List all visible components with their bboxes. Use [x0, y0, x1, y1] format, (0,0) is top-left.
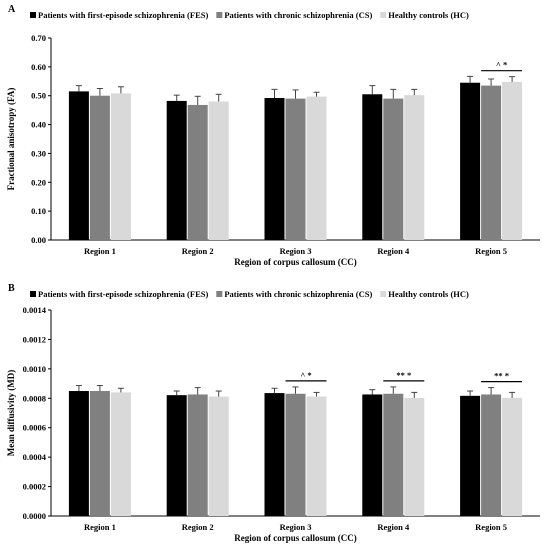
bar — [166, 100, 187, 240]
bar — [264, 393, 285, 516]
chart-panel-B: B Patients with first-episode schizophren… — [6, 283, 540, 543]
significance-marker: ^ * — [300, 370, 311, 380]
y-tick-label: 0.30 — [31, 148, 46, 158]
legend-item: Patients with first-episode schizophreni… — [30, 10, 208, 20]
x-tick-label: Region 2 — [182, 522, 214, 532]
y-tick-label: 0.0014 — [23, 305, 47, 315]
x-axis-label: Region of corpus callosum (CC) — [234, 533, 357, 543]
x-tick-label: Region 2 — [182, 246, 214, 256]
bar — [383, 98, 404, 240]
bar — [187, 394, 208, 516]
y-tick-label: 0.00 — [31, 235, 46, 245]
bar — [208, 101, 229, 240]
bar — [460, 395, 481, 516]
legend-item: Patients with chronic schizophrenia (CS) — [216, 289, 372, 299]
bar — [89, 391, 110, 516]
legend-item: Healthy controls (HC) — [380, 289, 469, 299]
panel-label: B — [8, 283, 15, 294]
x-tick-label: Region 4 — [377, 522, 410, 532]
bar — [68, 391, 89, 516]
y-tick-label: 0.40 — [31, 120, 46, 130]
y-tick-label: 0.0002 — [23, 482, 46, 492]
x-tick-label: Region 1 — [84, 246, 116, 256]
legend-label: Patients with chronic schizophrenia (CS) — [224, 10, 372, 20]
bar — [362, 394, 383, 516]
legend-label: Patients with chronic schizophrenia (CS) — [224, 289, 372, 299]
x-tick-label: Region 1 — [84, 522, 116, 532]
significance-marker: ** * — [494, 371, 509, 381]
bar — [362, 94, 383, 241]
x-tick-label: Region 4 — [377, 246, 410, 256]
bar — [208, 396, 229, 516]
bar — [404, 397, 425, 516]
bar — [460, 82, 481, 240]
bar — [110, 392, 131, 516]
y-tick-label: 0.60 — [31, 62, 46, 72]
bar — [404, 95, 425, 240]
x-tick-label: Region 5 — [475, 246, 507, 256]
x-tick-label: Region 5 — [475, 522, 507, 532]
y-tick-label: 0.0008 — [23, 393, 46, 403]
legend-item: Patients with chronic schizophrenia (CS) — [216, 10, 372, 20]
panel-label: A — [8, 4, 16, 15]
significance-marker: ** * — [396, 370, 411, 380]
chart-panel-A: A Patients with first-episode schizophren… — [6, 4, 540, 267]
legend-label: Healthy controls (HC) — [388, 10, 469, 20]
bar — [502, 397, 523, 516]
bar — [502, 81, 523, 240]
y-axis-label: Mean diffusivity (MD) — [6, 370, 16, 457]
legend-swatch — [216, 291, 223, 297]
bar — [481, 85, 502, 240]
y-tick-label: 0.0006 — [23, 423, 46, 433]
bar — [306, 96, 327, 240]
x-axis-label: Region of corpus callosum (CC) — [234, 257, 357, 267]
x-tick-label: Region 3 — [280, 246, 312, 256]
legend-label: Patients with first-episode schizophreni… — [38, 289, 208, 299]
y-tick-label: 0.0010 — [23, 364, 46, 374]
bar — [110, 93, 131, 240]
bar — [187, 104, 208, 240]
y-tick-label: 0.20 — [31, 177, 46, 187]
bar — [285, 98, 306, 240]
y-tick-label: 0.0000 — [23, 511, 46, 521]
x-tick-label: Region 3 — [280, 522, 312, 532]
y-axis-label: Fractional anisotropy (FA) — [6, 88, 16, 191]
bar — [89, 95, 110, 240]
legend-swatch — [216, 12, 223, 18]
y-tick-label: 0.50 — [31, 91, 46, 101]
bar — [264, 98, 285, 240]
bar — [306, 396, 327, 516]
bar — [68, 91, 89, 240]
legend-swatch — [380, 291, 387, 297]
legend-swatch — [30, 291, 36, 297]
bar — [481, 394, 502, 516]
legend-label: Healthy controls (HC) — [388, 289, 469, 299]
bar — [166, 395, 187, 516]
legend-item: Healthy controls (HC) — [380, 10, 469, 20]
legend-label: Patients with first-episode schizophreni… — [38, 10, 208, 20]
bar — [383, 393, 404, 516]
legend-item: Patients with first-episode schizophreni… — [30, 289, 208, 299]
y-tick-label: 0.0012 — [23, 334, 46, 344]
legend-swatch — [380, 12, 387, 18]
significance-marker: ^ * — [496, 60, 507, 70]
bar — [285, 393, 306, 516]
y-tick-label: 0.10 — [31, 206, 46, 216]
legend-swatch — [30, 12, 36, 18]
y-tick-label: 0.0004 — [23, 452, 47, 462]
y-tick-label: 0.70 — [31, 33, 46, 43]
